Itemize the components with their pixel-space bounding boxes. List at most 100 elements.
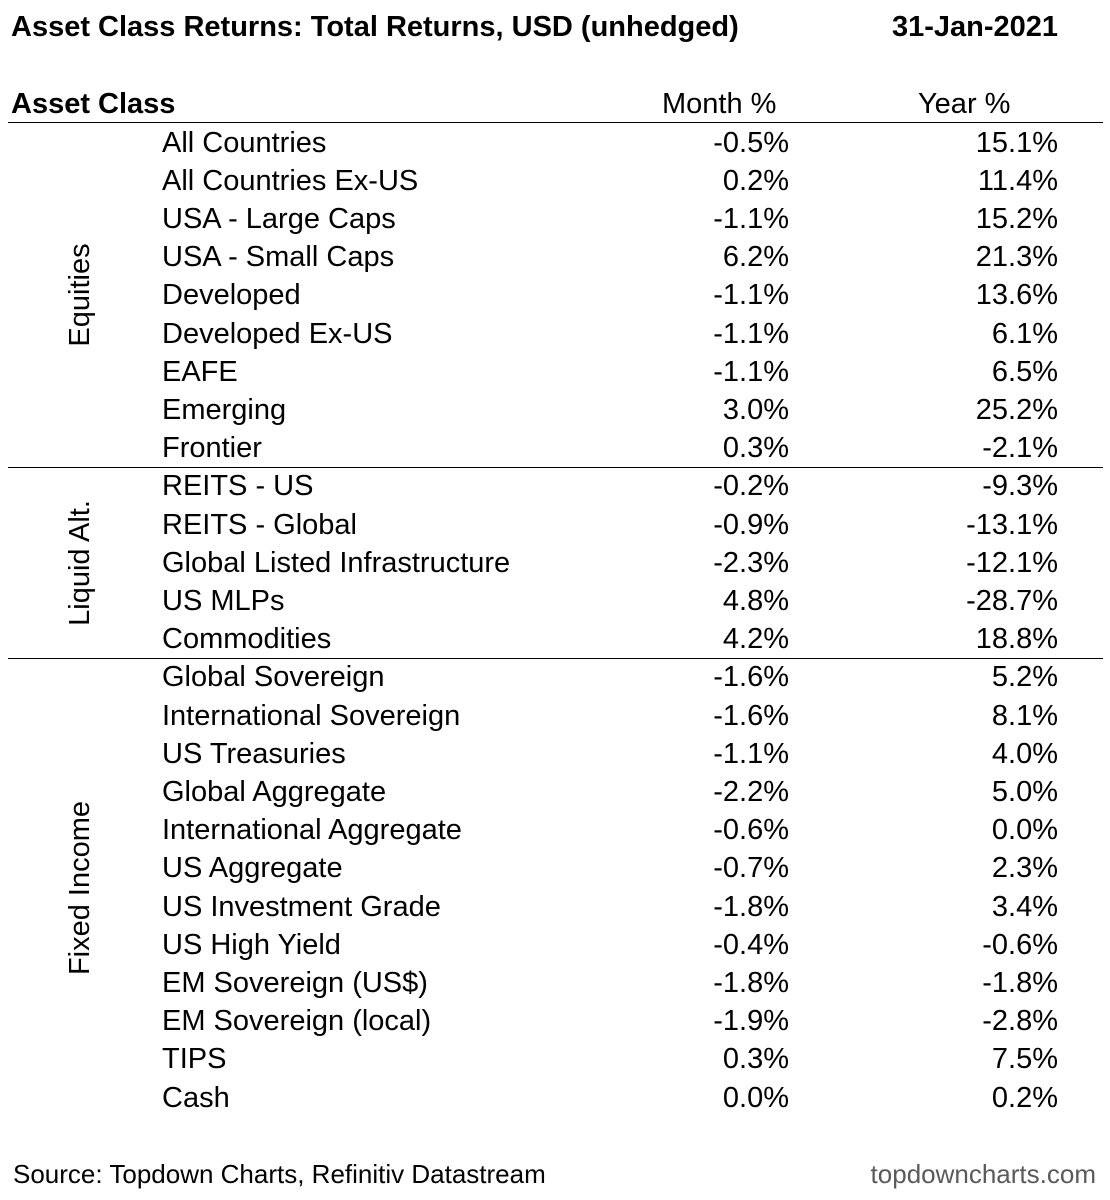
year-return-cell: 7.5% [991, 1043, 1058, 1076]
month-return-cell: -1.1% [713, 317, 789, 350]
year-return-cell: 15.1% [975, 126, 1058, 159]
year-return-cell: 11.4% [977, 164, 1058, 197]
asset-name-cell: EM Sovereign (local) [162, 1005, 432, 1038]
asset-name-cell: Developed Ex-US [162, 317, 393, 350]
month-return-cell: 4.2% [722, 623, 789, 656]
asset-name-cell: Global Listed Infrastructure [162, 546, 511, 579]
year-return-cell: 13.6% [975, 279, 1058, 312]
asset-name-cell: USA - Large Caps [162, 202, 396, 235]
table-row: All Countries Ex-US 0.2% 11.4% [0, 162, 1110, 200]
year-return-cell: 2.3% [991, 852, 1058, 885]
year-return-cell: 6.5% [991, 355, 1058, 388]
asset-name-cell: TIPS [162, 1043, 227, 1076]
table-row: REITS - Global -0.9% -13.1% [0, 506, 1110, 544]
year-return-cell: 15.2% [975, 202, 1058, 235]
group-divider [8, 466, 1103, 468]
year-return-cell: 4.0% [991, 737, 1058, 770]
table-row: Developed Ex-US -1.1% 6.1% [0, 315, 1110, 353]
table-row: International Aggregate -0.6% 0.0% [0, 811, 1110, 849]
table-row: International Sovereign -1.6% 8.1% [0, 697, 1110, 735]
asset-name-cell: Emerging [162, 393, 287, 426]
table-row: EAFE -1.1% 6.5% [0, 353, 1110, 391]
month-return-cell: -1.6% [713, 661, 789, 694]
year-return-cell: -13.1% [966, 508, 1058, 541]
month-return-cell: -0.7% [713, 852, 789, 885]
month-return-cell: 0.3% [722, 432, 789, 465]
table-row: Global Listed Infrastructure -2.3% -12.1% [0, 544, 1110, 582]
month-return-cell: -0.5% [713, 126, 789, 159]
year-return-cell: -0.6% [982, 928, 1058, 961]
month-return-cell: 3.0% [722, 393, 789, 426]
table-row: Frontier 0.3% -2.1% [0, 429, 1110, 467]
table-title: Asset Class Returns: Total Returns, USD … [11, 11, 739, 43]
year-return-cell: 5.2% [991, 661, 1058, 694]
year-return-cell: 0.0% [991, 814, 1058, 847]
month-return-cell: -1.8% [713, 966, 789, 999]
table-row: EM Sovereign (US$) -1.8% -1.8% [0, 964, 1110, 1002]
table-row: USA - Large Caps -1.1% 15.2% [0, 200, 1110, 238]
month-return-cell: -2.2% [713, 775, 789, 808]
asset-name-cell: EAFE [162, 355, 238, 388]
month-return-cell: -1.1% [713, 279, 789, 312]
year-return-cell: 0.2% [991, 1081, 1058, 1114]
year-return-cell: -1.8% [982, 966, 1058, 999]
asset-name-cell: US High Yield [162, 928, 341, 961]
table-row: Emerging 3.0% 25.2% [0, 391, 1110, 429]
table-row: Cash 0.0% 0.2% [0, 1079, 1110, 1117]
table-row: Global Aggregate -2.2% 5.0% [0, 773, 1110, 811]
asset-name-cell: EM Sovereign (US$) [162, 966, 428, 999]
group-divider [8, 657, 1103, 659]
asset-name-cell: All Countries Ex-US [162, 164, 419, 197]
month-return-cell: -0.6% [713, 814, 789, 847]
year-return-cell: -9.3% [982, 470, 1058, 503]
month-return-cell: -1.1% [713, 737, 789, 770]
month-return-cell: -0.2% [713, 470, 789, 503]
month-return-cell: 0.2% [722, 164, 789, 197]
year-return-cell: 25.2% [975, 393, 1058, 426]
asset-name-cell: Cash [162, 1081, 230, 1114]
table-row: US MLPs 4.8% -28.7% [0, 582, 1110, 620]
asset-name-cell: Developed [162, 279, 301, 312]
site-watermark: topdowncharts.com [870, 1159, 1096, 1189]
header-year: Year % [918, 88, 1011, 120]
asset-name-cell: US MLPs [162, 584, 285, 617]
table-row: TIPS 0.3% 7.5% [0, 1040, 1110, 1078]
year-return-cell: 3.4% [991, 890, 1058, 923]
source-note: Source: Topdown Charts, Refinitiv Datast… [13, 1159, 546, 1189]
month-return-cell: 4.8% [722, 584, 789, 617]
asset-name-cell: Commodities [162, 623, 332, 656]
asset-name-cell: US Aggregate [162, 852, 343, 885]
month-return-cell: -1.1% [713, 202, 789, 235]
asset-name-cell: Global Sovereign [162, 661, 385, 694]
month-return-cell: -0.9% [713, 508, 789, 541]
month-return-cell: -1.9% [713, 1005, 789, 1038]
table-row: US High Yield -0.4% -0.6% [0, 926, 1110, 964]
table-row: USA - Small Caps 6.2% 21.3% [0, 238, 1110, 276]
asset-name-cell: US Treasuries [162, 737, 346, 770]
year-return-cell: -2.1% [982, 432, 1058, 465]
year-return-cell: 5.0% [991, 775, 1058, 808]
month-return-cell: -1.6% [713, 699, 789, 732]
group-label: Liquid Alt. [64, 499, 96, 626]
table-row: US Aggregate -0.7% 2.3% [0, 849, 1110, 887]
asset-name-cell: All Countries [162, 126, 327, 159]
month-return-cell: -0.4% [713, 928, 789, 961]
year-return-cell: -2.8% [982, 1005, 1058, 1038]
asset-name-cell: International Aggregate [162, 814, 462, 847]
asset-name-cell: USA - Small Caps [162, 241, 395, 274]
asset-name-cell: Frontier [162, 432, 262, 465]
header-month: Month % [662, 88, 777, 120]
year-return-cell: 8.1% [991, 699, 1058, 732]
year-return-cell: 6.1% [991, 317, 1058, 350]
header-divider [8, 122, 1103, 123]
table-row: All Countries -0.5% 15.1% [0, 124, 1110, 162]
asset-name-cell: REITS - Global [162, 508, 357, 541]
header-asset-class: Asset Class [11, 88, 176, 120]
table-row: US Investment Grade -1.8% 3.4% [0, 888, 1110, 926]
asset-name-cell: US Investment Grade [162, 890, 441, 923]
table-row: EM Sovereign (local) -1.9% -2.8% [0, 1002, 1110, 1040]
group-label: Equities [64, 243, 96, 347]
table-row: Commodities 4.2% 18.8% [0, 620, 1110, 658]
month-return-cell: 6.2% [722, 241, 789, 274]
asset-name-cell: International Sovereign [162, 699, 461, 732]
